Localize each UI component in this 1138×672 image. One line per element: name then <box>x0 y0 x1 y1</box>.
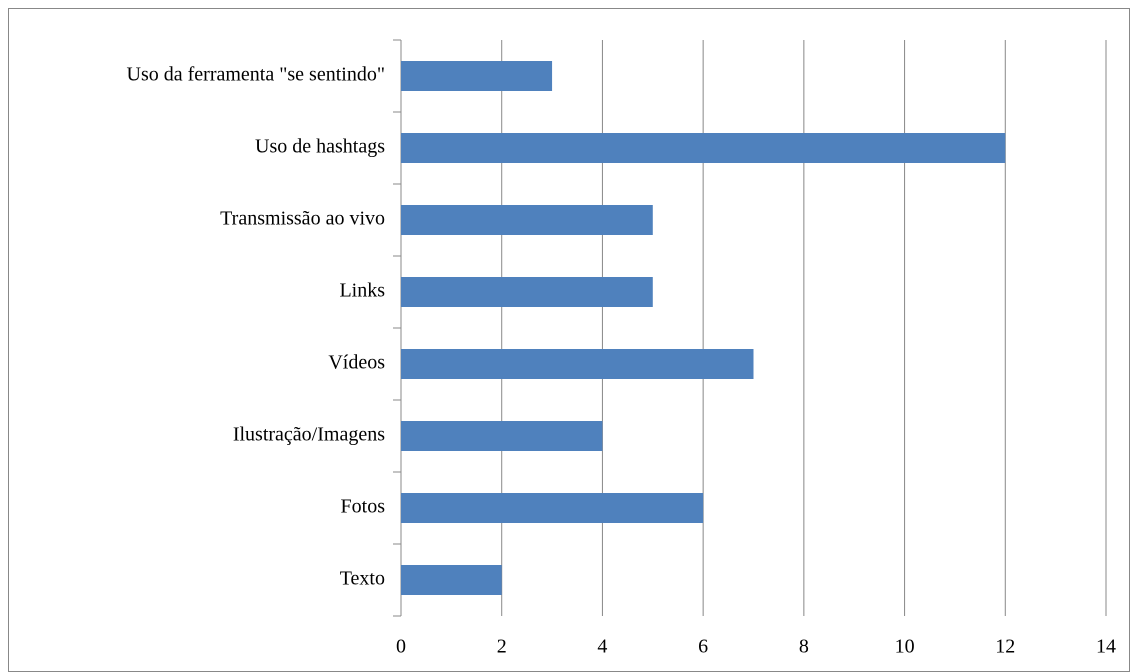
y-tick-label: Ilustração/Imagens <box>233 424 385 446</box>
bar <box>401 349 754 379</box>
x-tick-label: 10 <box>895 636 915 658</box>
bar <box>401 493 704 523</box>
y-tick-label: Fotos <box>341 496 386 518</box>
bar <box>401 565 502 595</box>
y-tick-label: Links <box>339 280 385 302</box>
x-tick-label: 0 <box>396 636 406 658</box>
bar <box>401 133 1006 163</box>
bar <box>401 61 553 91</box>
x-tick-label: 2 <box>497 636 507 658</box>
x-tick-label: 12 <box>995 636 1015 658</box>
bar <box>401 205 653 235</box>
x-tick-label: 14 <box>1096 636 1116 658</box>
y-tick-label: Texto <box>340 568 385 590</box>
y-tick-label: Vídeos <box>328 352 385 374</box>
x-tick-label: 8 <box>799 636 809 658</box>
x-tick-label: 4 <box>597 636 607 658</box>
x-tick-label: 6 <box>698 636 708 658</box>
chart-border <box>8 8 1130 672</box>
y-tick-label: Uso de hashtags <box>255 136 385 158</box>
bar <box>401 277 653 307</box>
y-tick-label: Transmissão ao vivo <box>220 208 385 230</box>
y-tick-label: Uso da ferramenta "se sentindo" <box>127 64 385 86</box>
bar <box>401 421 603 451</box>
